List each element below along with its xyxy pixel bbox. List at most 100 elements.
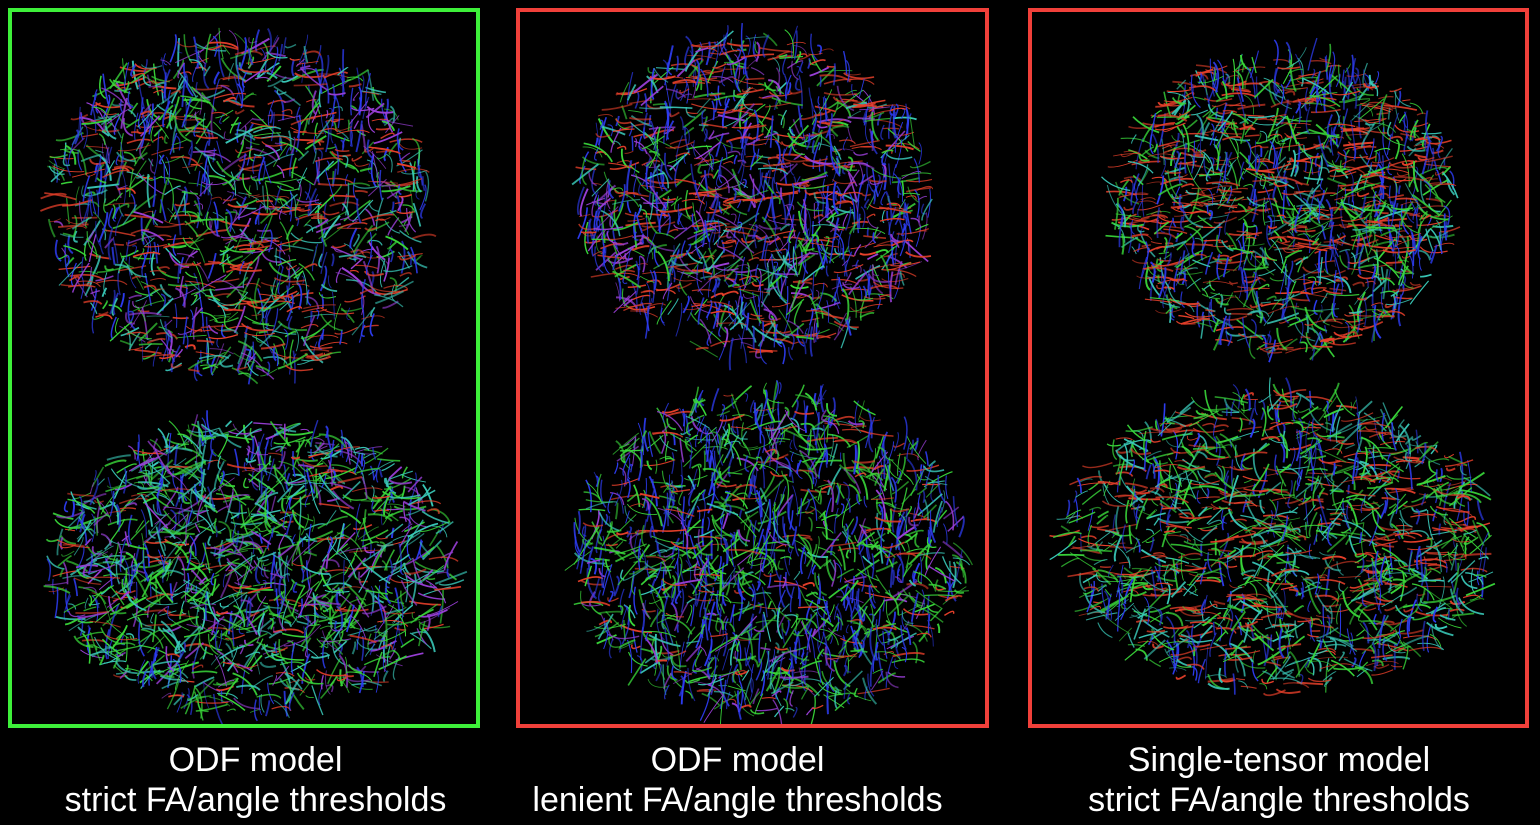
fiber-streamline (825, 185, 829, 218)
fiber-streamline (745, 219, 758, 241)
fiber-streamline (594, 246, 604, 274)
fiber-streamline (418, 541, 431, 556)
fiber-streamline (806, 335, 831, 339)
fiber-streamline (402, 204, 416, 213)
fiber-streamline (85, 238, 98, 260)
fiber-streamline (184, 642, 205, 660)
fiber-streamline (814, 105, 836, 113)
fiber-streamline (415, 487, 420, 509)
fiber-streamline (216, 140, 224, 164)
fiber-streamline (841, 247, 848, 277)
fiber-streamline (374, 294, 404, 308)
fiber-streamline (327, 497, 338, 502)
fiber-streamline (889, 104, 894, 116)
fiber-streamline (198, 576, 207, 585)
fiber-streamline (417, 565, 447, 586)
fiber-streamline (57, 254, 68, 260)
fiber-streamline (713, 40, 719, 70)
fiber-streamline (172, 658, 182, 683)
fiber-streamline (388, 470, 413, 480)
fiber-streamline (361, 541, 380, 548)
fiber-streamline (179, 71, 192, 75)
fiber-streamline (62, 561, 69, 585)
fiber-streamline (742, 103, 766, 124)
fiber-streamline (140, 229, 165, 242)
fiber-streamline (320, 294, 324, 309)
fiber-streamline (83, 243, 87, 261)
fiber-streamline (847, 656, 850, 674)
fiber-streamline (634, 91, 640, 109)
fiber-streamline (769, 115, 774, 148)
fiber-streamline (320, 283, 338, 292)
fiber-streamline (616, 145, 627, 150)
fiber-streamline (809, 66, 830, 77)
fiber-streamline (905, 627, 912, 645)
fiber-streamline (159, 179, 168, 214)
fiber-streamline (308, 98, 320, 125)
fiber-streamline (90, 191, 97, 215)
fiber-streamline (314, 193, 336, 214)
fiber-streamline (232, 263, 243, 268)
fiber-streamline (797, 105, 803, 128)
fiber-streamline (120, 590, 130, 600)
fiber-streamline (738, 74, 746, 84)
fiber-streamline (313, 475, 321, 484)
fiber-streamline (105, 160, 115, 176)
fiber-streamline (314, 122, 319, 137)
fiber-streamline (789, 126, 796, 137)
fiber-streamline (189, 309, 194, 337)
fiber-streamline (295, 439, 306, 453)
fiber-streamline (207, 129, 225, 140)
fiber-streamline (138, 622, 145, 657)
fiber-streamline (318, 502, 350, 509)
fiber-streamline (115, 557, 121, 585)
fiber-streamline (284, 614, 294, 619)
fiber-streamline (116, 161, 128, 185)
fiber-streamline (65, 593, 71, 613)
fiber-streamline (792, 185, 826, 190)
fiber-streamline (625, 457, 631, 486)
fiber-streamline (117, 257, 125, 274)
fiber-streamline (726, 42, 750, 47)
fiber-streamline (273, 699, 290, 719)
fiber-streamline (768, 573, 772, 588)
fiber-streamline (371, 500, 376, 513)
fiber-streamline (250, 175, 264, 182)
fiber-streamline (835, 232, 845, 260)
fiber-streamline (245, 616, 258, 635)
fiber-streamline (373, 509, 389, 513)
fiber-streamline (644, 146, 665, 166)
fiber-streamline (397, 575, 422, 583)
fiber-streamline (153, 63, 160, 96)
fiber-streamline (218, 45, 225, 78)
fiber-streamline (128, 294, 142, 300)
fiber-streamline (760, 408, 777, 416)
fiber-streamline (246, 302, 271, 310)
fiber-streamline (815, 437, 824, 457)
fiber-streamline (794, 78, 801, 91)
fiber-streamline (152, 614, 157, 643)
fiber-streamline (351, 682, 367, 686)
fiber-streamline (695, 225, 702, 260)
fiber-streamline (816, 124, 828, 129)
fiber-streamline (795, 50, 802, 64)
fiber-streamline (286, 224, 295, 240)
fiber-streamline (794, 613, 798, 636)
fiber-streamline (332, 84, 336, 100)
fiber-streamline (81, 493, 107, 507)
fiber-streamline (812, 141, 821, 170)
fiber-streamline (103, 573, 136, 577)
fiber-streamline (291, 283, 310, 287)
fiber-streamline (636, 207, 641, 217)
fiber-streamline (734, 64, 740, 91)
fiber-streamline (237, 340, 263, 362)
fiber-streamline (273, 295, 293, 301)
fiber-streamline (353, 120, 360, 130)
fiber-streamline (109, 500, 120, 525)
fiber-streamline (222, 307, 236, 312)
fiber-streamline (612, 198, 641, 205)
fiber-streamline (667, 228, 679, 233)
fiber-streamline (793, 670, 820, 674)
fiber-streamline (439, 522, 444, 534)
fiber-streamline (708, 132, 730, 141)
